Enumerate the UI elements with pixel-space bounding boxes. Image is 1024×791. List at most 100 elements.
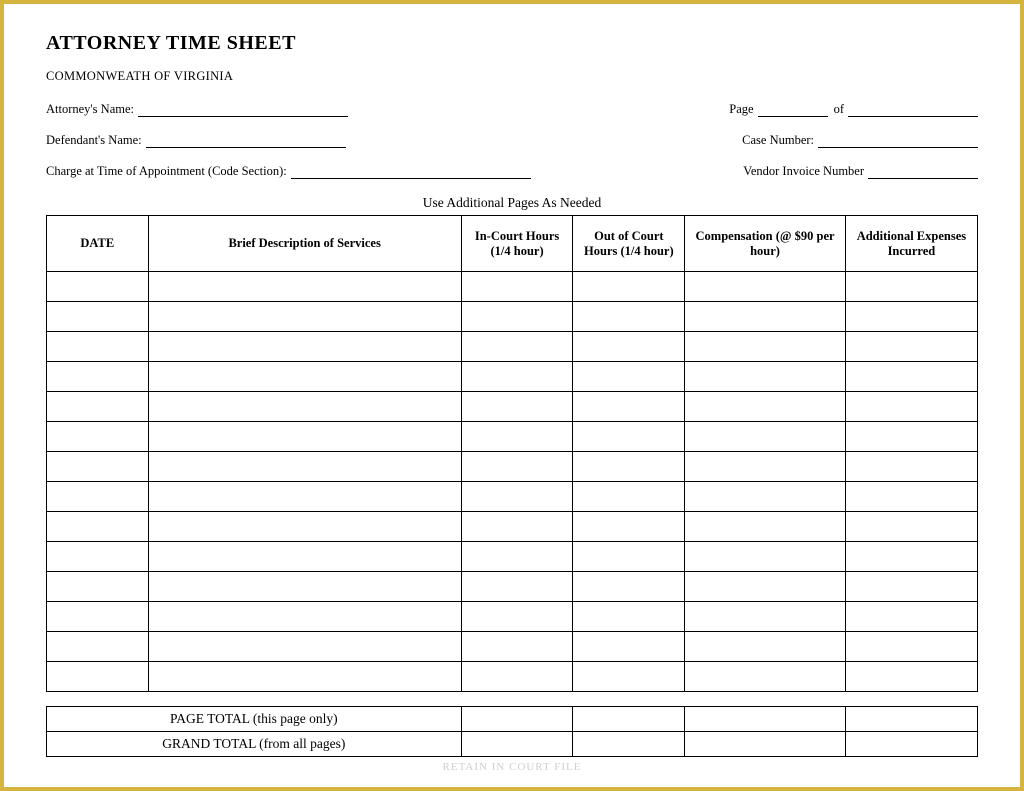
attorney-name-line <box>138 105 348 117</box>
table-row <box>47 512 978 542</box>
table-cell <box>148 272 461 302</box>
instruction-text: Use Additional Pages As Needed <box>46 195 978 211</box>
column-header: Compensation (@ $90 per hour) <box>685 216 846 272</box>
table-cell <box>845 302 977 332</box>
table-cell <box>573 662 685 692</box>
table-cell <box>47 632 149 662</box>
column-header: Out of Court Hours (1/4 hour) <box>573 216 685 272</box>
table-cell <box>845 482 977 512</box>
table-cell <box>573 512 685 542</box>
table-cell <box>461 422 573 452</box>
table-cell <box>461 512 573 542</box>
table-cell <box>845 602 977 632</box>
of-line <box>848 105 978 117</box>
grand-total-row: GRAND TOTAL (from all pages) <box>47 732 978 757</box>
table-cell <box>148 572 461 602</box>
case-number-field: Case Number: <box>742 133 978 148</box>
table-cell <box>148 452 461 482</box>
table-cell <box>47 662 149 692</box>
row-attorney-page: Attorney's Name: Page of <box>46 102 978 117</box>
table-row <box>47 392 978 422</box>
table-cell <box>461 362 573 392</box>
table-cell <box>47 422 149 452</box>
table-cell <box>845 452 977 482</box>
footer-note: RETAIN IN COURT FILE <box>46 761 978 773</box>
page-of-field: Page of <box>729 102 978 117</box>
table-cell <box>573 452 685 482</box>
table-cell <box>573 302 685 332</box>
table-cell <box>685 602 846 632</box>
table-cell <box>845 362 977 392</box>
table-row <box>47 452 978 482</box>
table-cell <box>685 512 846 542</box>
row-charge-vendor: Charge at Time of Appointment (Code Sect… <box>46 164 978 179</box>
table-cell <box>573 392 685 422</box>
vendor-invoice-field: Vendor Invoice Number <box>743 164 978 179</box>
table-cell <box>461 452 573 482</box>
vendor-invoice-line <box>868 167 978 179</box>
table-cell <box>148 512 461 542</box>
table-cell <box>573 572 685 602</box>
attorney-name-label: Attorney's Name: <box>46 102 134 117</box>
table-row <box>47 632 978 662</box>
grand-total-label: GRAND TOTAL (from all pages) <box>47 732 462 757</box>
case-number-label: Case Number: <box>742 133 814 148</box>
table-cell <box>47 392 149 422</box>
table-cell <box>461 482 573 512</box>
table-cell <box>461 392 573 422</box>
table-cell <box>461 602 573 632</box>
table-cell <box>845 422 977 452</box>
form-subtitle: COMMONWEATH OF VIRGINIA <box>46 69 978 84</box>
table-row <box>47 602 978 632</box>
table-row <box>47 482 978 512</box>
vendor-invoice-label: Vendor Invoice Number <box>743 164 864 179</box>
table-cell <box>47 542 149 572</box>
table-row <box>47 272 978 302</box>
table-row <box>47 422 978 452</box>
table-cell <box>573 422 685 452</box>
table-cell <box>47 512 149 542</box>
table-cell <box>573 632 685 662</box>
table-cell <box>685 302 846 332</box>
grand-total-in-court <box>461 732 573 757</box>
table-cell <box>685 422 846 452</box>
table-cell <box>573 602 685 632</box>
table-cell <box>685 542 846 572</box>
table-cell <box>148 422 461 452</box>
grand-total-compensation <box>685 732 846 757</box>
table-cell <box>685 272 846 302</box>
table-cell <box>685 572 846 602</box>
column-header: Brief Description of Services <box>148 216 461 272</box>
table-cell <box>685 392 846 422</box>
table-cell <box>573 332 685 362</box>
attorney-name-field: Attorney's Name: <box>46 102 348 117</box>
column-header: In-Court Hours (1/4 hour) <box>461 216 573 272</box>
table-cell <box>461 662 573 692</box>
table-row <box>47 332 978 362</box>
page-line <box>758 105 828 117</box>
table-cell <box>685 662 846 692</box>
defendant-name-line <box>146 136 346 148</box>
totals-table: PAGE TOTAL (this page only) GRAND TOTAL … <box>46 706 978 757</box>
table-cell <box>47 452 149 482</box>
table-cell <box>47 332 149 362</box>
of-label: of <box>834 102 844 117</box>
table-cell <box>845 392 977 422</box>
table-cell <box>845 512 977 542</box>
grand-total-expenses <box>845 732 977 757</box>
charge-line <box>291 167 531 179</box>
table-cell <box>461 542 573 572</box>
table-cell <box>148 302 461 332</box>
table-cell <box>148 542 461 572</box>
grand-total-out-court <box>573 732 685 757</box>
table-row <box>47 302 978 332</box>
table-cell <box>148 482 461 512</box>
table-cell <box>47 602 149 632</box>
table-header-row: DATEBrief Description of ServicesIn-Cour… <box>47 216 978 272</box>
page-total-label: PAGE TOTAL (this page only) <box>47 707 462 732</box>
table-cell <box>47 572 149 602</box>
table-cell <box>148 332 461 362</box>
table-cell <box>685 362 846 392</box>
table-cell <box>845 332 977 362</box>
table-cell <box>845 662 977 692</box>
